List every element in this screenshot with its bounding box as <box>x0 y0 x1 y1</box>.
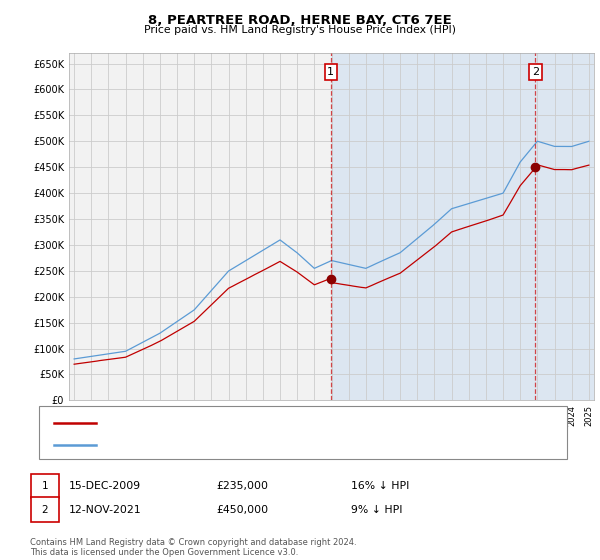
Text: 12-NOV-2021: 12-NOV-2021 <box>69 505 142 515</box>
Text: 1: 1 <box>41 481 49 491</box>
Text: 15-DEC-2009: 15-DEC-2009 <box>69 481 141 491</box>
Text: 1: 1 <box>327 67 334 77</box>
Text: 16% ↓ HPI: 16% ↓ HPI <box>351 481 409 491</box>
Text: 9% ↓ HPI: 9% ↓ HPI <box>351 505 403 515</box>
Text: 8, PEARTREE ROAD, HERNE BAY, CT6 7EE (detached house): 8, PEARTREE ROAD, HERNE BAY, CT6 7EE (de… <box>102 418 398 428</box>
Text: 8, PEARTREE ROAD, HERNE BAY, CT6 7EE: 8, PEARTREE ROAD, HERNE BAY, CT6 7EE <box>148 14 452 27</box>
Text: £235,000: £235,000 <box>216 481 268 491</box>
Text: £450,000: £450,000 <box>216 505 268 515</box>
Text: 2: 2 <box>532 67 539 77</box>
Bar <box>331 53 598 400</box>
Bar <box>65 53 331 400</box>
Text: Price paid vs. HM Land Registry's House Price Index (HPI): Price paid vs. HM Land Registry's House … <box>144 25 456 35</box>
Text: Contains HM Land Registry data © Crown copyright and database right 2024.
This d: Contains HM Land Registry data © Crown c… <box>30 538 356 557</box>
Text: HPI: Average price, detached house, Canterbury: HPI: Average price, detached house, Cant… <box>102 440 343 450</box>
Text: 2: 2 <box>41 505 49 515</box>
